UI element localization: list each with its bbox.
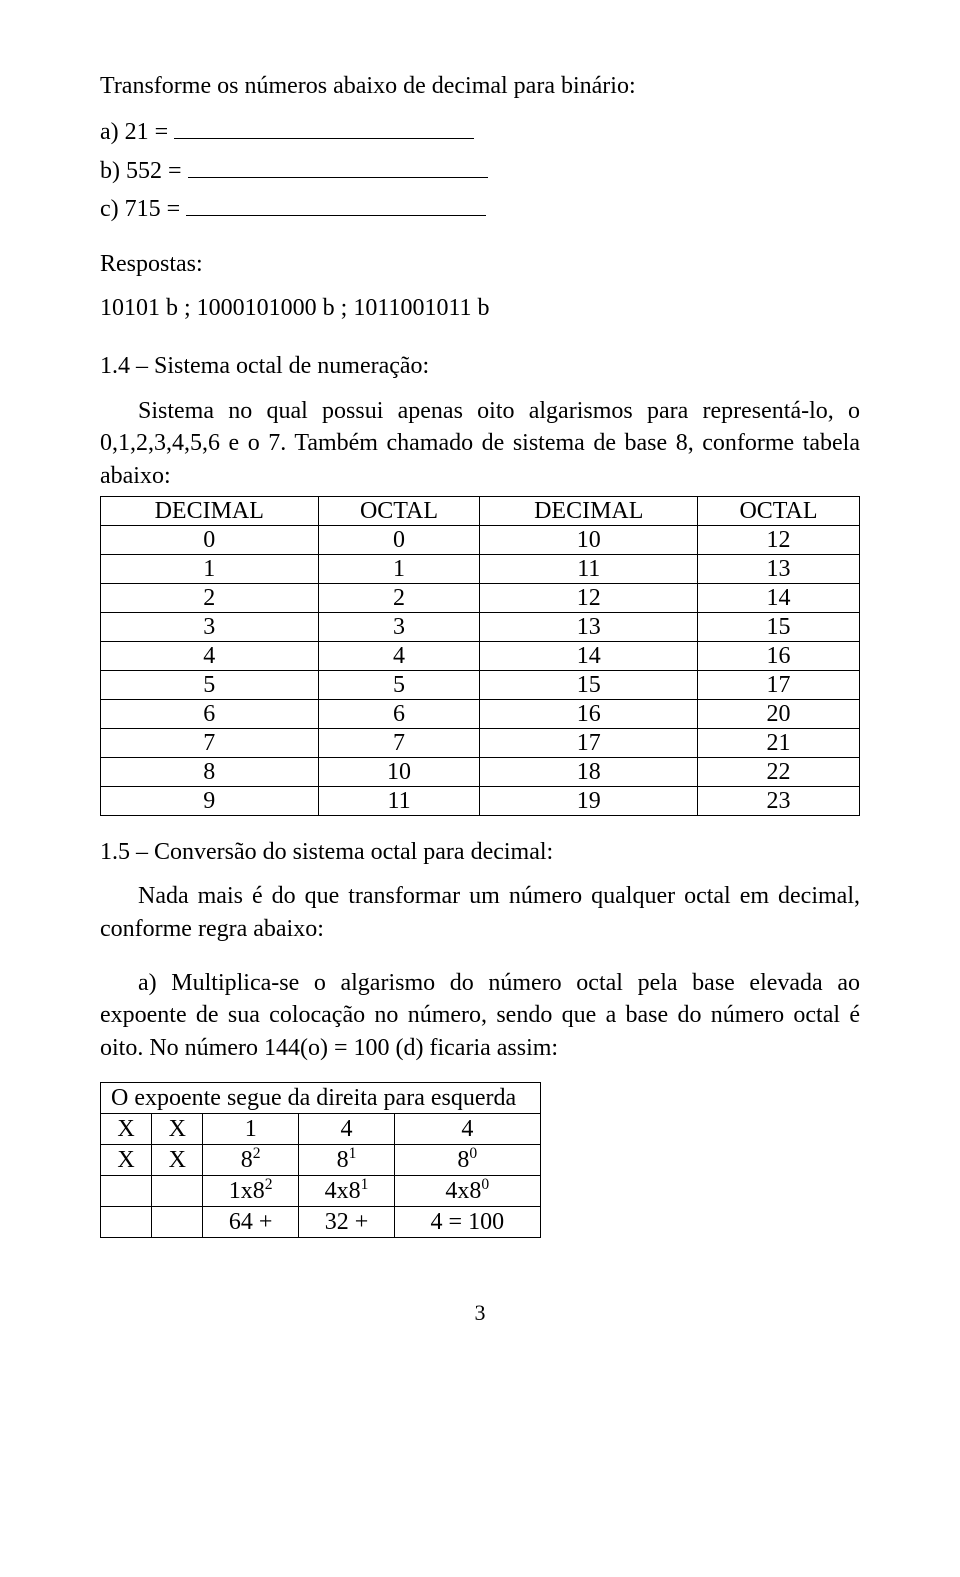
section-1-5-title: 1.5 – Conversão do sistema octal para de… [100, 836, 860, 868]
answers-heading: Respostas: [100, 248, 860, 280]
table-cell: 18 [480, 757, 698, 786]
table-header-cell: DECIMAL [480, 496, 698, 525]
table-cell: 13 [698, 554, 860, 583]
table-cell: 2 [318, 583, 480, 612]
table-cell: 11 [318, 786, 480, 815]
eq-cell: 32 + [299, 1207, 395, 1238]
exercise-prompt: Transforme os números abaixo de decimal … [100, 70, 860, 102]
table-cell: 10 [318, 757, 480, 786]
section-1-5-body1: Nada mais é do que transformar um número… [100, 880, 860, 945]
table-cell: 4 [318, 641, 480, 670]
eq-cell [152, 1207, 203, 1238]
eq-cell: 4x80 [394, 1176, 540, 1207]
table-cell: 14 [480, 641, 698, 670]
table-cell: 3 [101, 612, 319, 641]
eq-cell [101, 1207, 152, 1238]
table-cell: 2 [101, 583, 319, 612]
table-cell: 14 [698, 583, 860, 612]
table-cell: 22 [698, 757, 860, 786]
eq-cell: X [152, 1145, 203, 1176]
eq-cell: X [101, 1114, 152, 1145]
table-cell: 17 [480, 728, 698, 757]
table-cell: 17 [698, 670, 860, 699]
eq-title: O expoente segue da direita para esquerd… [101, 1083, 541, 1114]
table-cell: 20 [698, 699, 860, 728]
exponent-table: O expoente segue da direita para esquerd… [100, 1082, 541, 1238]
table-cell: 12 [480, 583, 698, 612]
eq-cell: 1 [203, 1114, 299, 1145]
table-cell: 6 [101, 699, 319, 728]
table-cell: 8 [101, 757, 319, 786]
table-cell: 7 [318, 728, 480, 757]
table-cell: 21 [698, 728, 860, 757]
table-cell: 10 [480, 525, 698, 554]
table-cell: 12 [698, 525, 860, 554]
table-cell: 13 [480, 612, 698, 641]
eq-cell [101, 1176, 152, 1207]
eq-cell: 4x81 [299, 1176, 395, 1207]
item-b-label: b) 552 = [100, 158, 182, 184]
table-cell: 16 [480, 699, 698, 728]
table-cell: 4 [101, 641, 319, 670]
table-header-cell: OCTAL [698, 496, 860, 525]
decimal-octal-table: DECIMALOCTALDECIMALOCTAL 001012111113221… [100, 496, 860, 816]
eq-cell: 82 [203, 1145, 299, 1176]
table-cell: 23 [698, 786, 860, 815]
table-cell: 19 [480, 786, 698, 815]
table-cell: 3 [318, 612, 480, 641]
eq-cell: 1x82 [203, 1176, 299, 1207]
table-cell: 1 [318, 554, 480, 583]
table-cell: 9 [101, 786, 319, 815]
eq-cell: 64 + [203, 1207, 299, 1238]
eq-cell: 80 [394, 1145, 540, 1176]
eq-cell: 4 [299, 1114, 395, 1145]
table-header-cell: OCTAL [318, 496, 480, 525]
item-b-blank [188, 153, 488, 178]
table-cell: 11 [480, 554, 698, 583]
table-cell: 0 [101, 525, 319, 554]
item-c-label: c) 715 = [100, 196, 180, 222]
eq-cell: 4 [394, 1114, 540, 1145]
item-a-blank [174, 114, 474, 139]
eq-cell: 81 [299, 1145, 395, 1176]
table-cell: 6 [318, 699, 480, 728]
section-1-4-title: 1.4 – Sistema octal de numeração: [100, 350, 860, 382]
table-cell: 15 [698, 612, 860, 641]
table-cell: 1 [101, 554, 319, 583]
eq-cell [152, 1176, 203, 1207]
table-cell: 15 [480, 670, 698, 699]
table-cell: 16 [698, 641, 860, 670]
table-cell: 0 [318, 525, 480, 554]
answers-line: 10101 b ; 1000101000 b ; 1011001011 b [100, 292, 860, 324]
eq-cell: X [152, 1114, 203, 1145]
table-cell: 5 [318, 670, 480, 699]
section-1-5-body2: a) Multiplica-se o algarismo do número o… [100, 967, 860, 1064]
item-c-blank [186, 191, 486, 216]
table-cell: 7 [101, 728, 319, 757]
page-number: 3 [100, 1298, 860, 1328]
item-a-label: a) 21 = [100, 119, 168, 145]
table-cell: 5 [101, 670, 319, 699]
eq-cell: X [101, 1145, 152, 1176]
table-header-cell: DECIMAL [101, 496, 319, 525]
section-1-4-body: Sistema no qual possui apenas oito algar… [100, 395, 860, 492]
eq-cell: 4 = 100 [394, 1207, 540, 1238]
